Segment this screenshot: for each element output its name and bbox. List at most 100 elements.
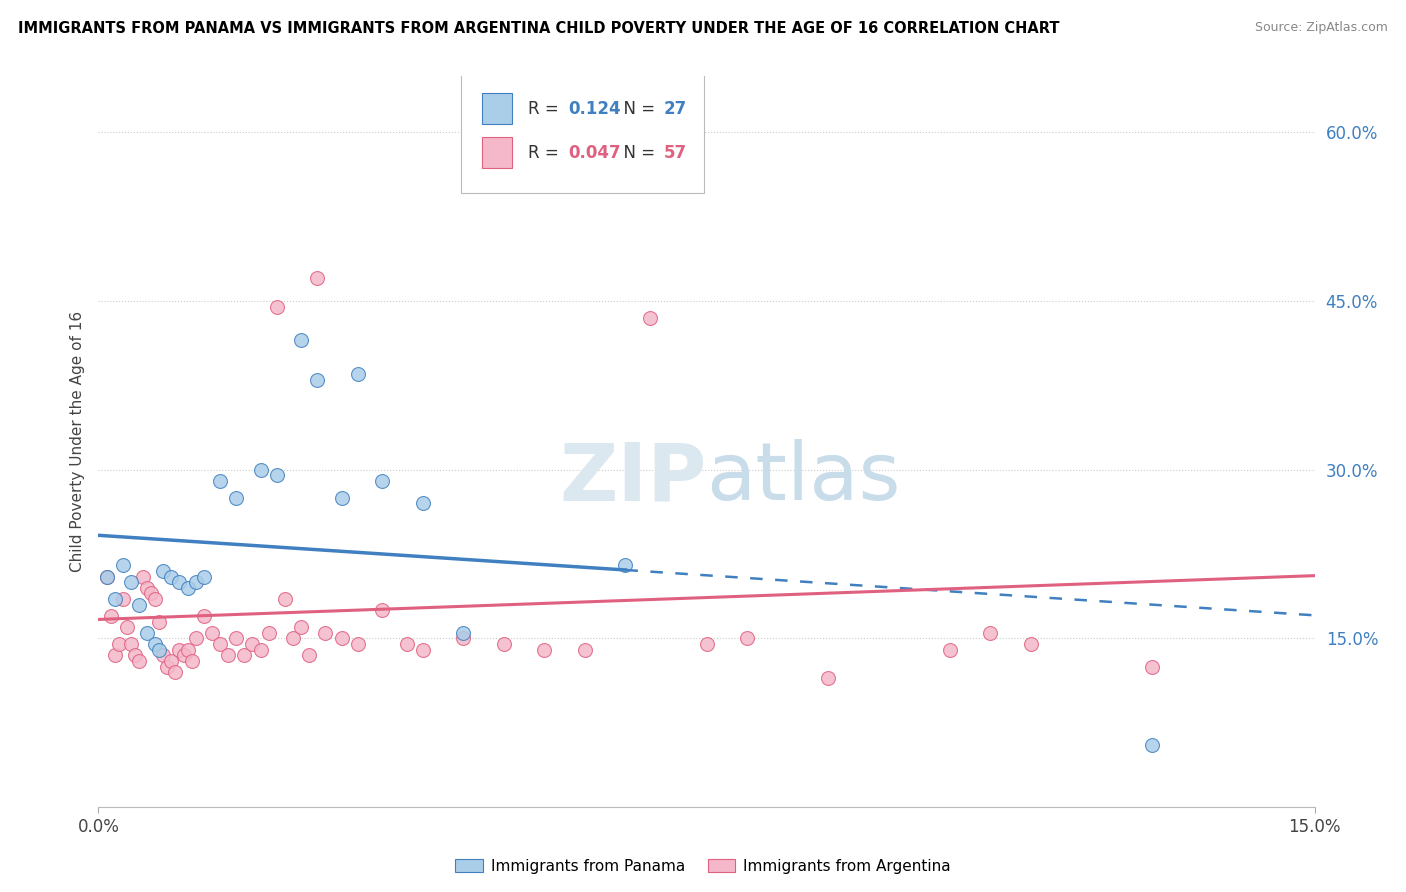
Point [395, 637, 418, 651]
Point [136, 625, 159, 640]
Point [371, 474, 394, 488]
Text: IMMIGRANTS FROM PANAMA VS IMMIGRANTS FROM ARGENTINA CHILD POVERTY UNDER THE AGE : IMMIGRANTS FROM PANAMA VS IMMIGRANTS FRO… [18, 21, 1060, 36]
Text: Source: ZipAtlas.com: Source: ZipAtlas.com [1254, 21, 1388, 34]
Text: N =: N = [613, 144, 661, 161]
Point [193, 609, 215, 624]
Point [225, 491, 247, 505]
Point [347, 637, 370, 651]
Text: N =: N = [613, 100, 661, 118]
Point [638, 310, 661, 325]
Point [696, 637, 718, 651]
Point [184, 575, 207, 590]
Point [1019, 637, 1042, 651]
Point [152, 648, 174, 663]
Point [193, 569, 215, 583]
Point [143, 637, 166, 651]
Point [104, 592, 127, 607]
Point [290, 620, 312, 634]
Text: 27: 27 [664, 100, 688, 118]
Point [225, 632, 247, 646]
Point [979, 625, 1001, 640]
Point [124, 648, 146, 663]
Point [1142, 739, 1164, 753]
Point [160, 654, 183, 668]
Point [128, 598, 150, 612]
Point [132, 569, 155, 583]
Point [120, 575, 142, 590]
Point [148, 615, 170, 629]
Point [217, 648, 239, 663]
Point [266, 300, 288, 314]
Point [347, 367, 370, 381]
Point [201, 625, 224, 640]
Point [330, 632, 353, 646]
Point [371, 603, 394, 617]
Point [96, 569, 118, 583]
Point [120, 637, 142, 651]
Point [107, 637, 129, 651]
Point [307, 271, 329, 285]
Point [533, 642, 555, 657]
Point [176, 581, 198, 595]
Text: 0.047: 0.047 [568, 144, 620, 161]
Point [96, 569, 118, 583]
Point [330, 491, 353, 505]
Point [136, 581, 159, 595]
Point [298, 648, 321, 663]
Y-axis label: Child Poverty Under the Age of 16: Child Poverty Under the Age of 16 [69, 311, 84, 572]
Point [111, 558, 134, 573]
Point [274, 592, 297, 607]
Point [139, 586, 162, 600]
Point [1142, 659, 1164, 673]
Text: 57: 57 [664, 144, 688, 161]
Point [100, 609, 122, 624]
Point [817, 671, 839, 685]
Point [249, 463, 271, 477]
Point [614, 558, 637, 573]
Text: atlas: atlas [707, 439, 901, 517]
Text: R =: R = [527, 144, 564, 161]
Point [176, 642, 198, 657]
Point [169, 642, 191, 657]
Point [104, 648, 127, 663]
Point [453, 625, 475, 640]
Point [492, 637, 515, 651]
Point [281, 632, 304, 646]
Point [184, 632, 207, 646]
Point [115, 620, 138, 634]
Point [290, 333, 312, 347]
Point [412, 496, 434, 510]
FancyBboxPatch shape [461, 72, 704, 193]
Point [453, 632, 475, 646]
Point [209, 637, 232, 651]
Text: ZIP: ZIP [560, 439, 707, 517]
Point [412, 642, 434, 657]
Point [128, 654, 150, 668]
Point [307, 373, 329, 387]
Point [148, 642, 170, 657]
Point [156, 659, 179, 673]
Point [614, 91, 637, 105]
Point [160, 569, 183, 583]
Bar [481, 94, 512, 124]
Legend: Immigrants from Panama, Immigrants from Argentina: Immigrants from Panama, Immigrants from … [450, 853, 956, 880]
Point [735, 632, 758, 646]
Bar [481, 137, 512, 168]
Point [169, 575, 191, 590]
Text: R =: R = [527, 100, 564, 118]
Point [249, 642, 271, 657]
Point [111, 592, 134, 607]
Point [266, 468, 288, 483]
Point [143, 592, 166, 607]
Point [165, 665, 187, 680]
Text: 0.124: 0.124 [568, 100, 620, 118]
Point [257, 625, 280, 640]
Point [233, 648, 256, 663]
Point [574, 642, 596, 657]
Point [152, 564, 174, 578]
Point [242, 637, 264, 651]
Point [314, 625, 336, 640]
Point [180, 654, 202, 668]
Point [209, 474, 232, 488]
Point [173, 648, 195, 663]
